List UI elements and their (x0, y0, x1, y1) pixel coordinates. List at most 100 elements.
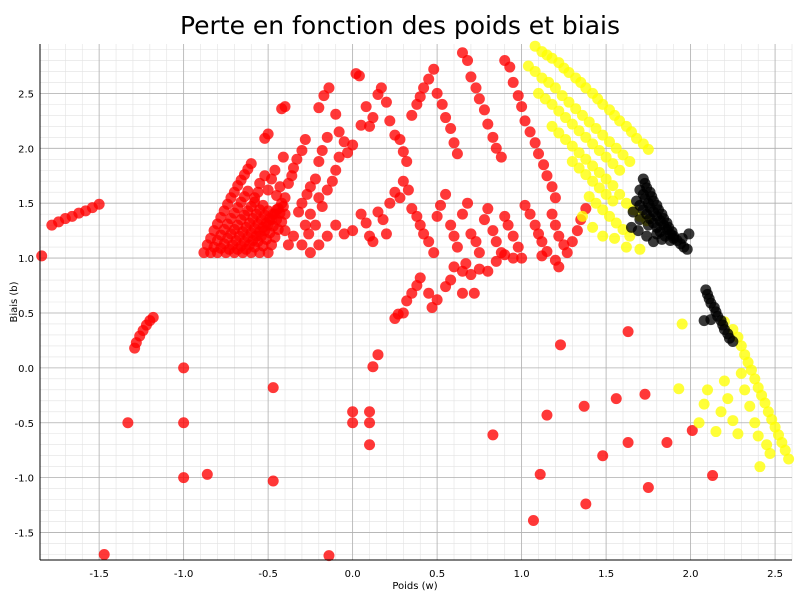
data-point (252, 186, 264, 198)
data-point (316, 200, 328, 212)
data-point (512, 241, 524, 253)
data-point (502, 219, 514, 231)
data-point (718, 375, 730, 387)
data-point (451, 241, 463, 253)
x-tick-labels: -1.5 -1.0 -0.5 0.0 0.5 1.0 1.5 2.0 2.5 (89, 569, 783, 580)
data-point (465, 71, 477, 83)
data-point (561, 247, 573, 259)
data-point (313, 155, 325, 167)
data-point (754, 461, 766, 473)
data-point (347, 139, 359, 151)
data-point (634, 243, 646, 255)
data-point (287, 230, 299, 242)
data-point (465, 269, 477, 281)
data-point (418, 82, 430, 94)
data-point (360, 101, 372, 113)
data-point (460, 258, 472, 270)
data-point (578, 400, 590, 412)
data-point (347, 417, 359, 429)
data-point (553, 230, 565, 242)
data-point (566, 155, 578, 167)
y-tick-label: -1.5 (14, 529, 34, 540)
data-point (296, 239, 308, 251)
data-point (303, 228, 315, 240)
data-point (639, 388, 651, 400)
data-point (693, 417, 705, 429)
data-point (642, 219, 654, 231)
data-point (313, 102, 325, 114)
data-point (499, 210, 511, 222)
data-point (583, 116, 595, 128)
data-point (715, 406, 727, 418)
data-point (617, 224, 629, 236)
data-point (647, 236, 659, 248)
data-point (279, 208, 291, 220)
data-point (435, 199, 447, 211)
data-point (323, 82, 335, 94)
data-point (402, 184, 414, 196)
data-point (546, 208, 558, 220)
data-point (676, 318, 688, 330)
data-point (553, 127, 565, 139)
data-point (607, 180, 619, 192)
y-tick-label: 0.5 (18, 309, 34, 320)
data-point (178, 417, 190, 429)
data-point (406, 109, 418, 121)
data-point (597, 204, 609, 216)
data-point (560, 112, 572, 124)
data-point (478, 214, 490, 226)
data-point (529, 137, 541, 149)
x-tick-label: 0.5 (429, 569, 445, 580)
data-point (473, 263, 485, 275)
data-point (609, 232, 621, 244)
data-point (529, 65, 541, 77)
data-point (287, 162, 299, 174)
data-point (752, 430, 764, 442)
data-point (732, 428, 744, 440)
data-point (727, 336, 739, 348)
data-point (360, 217, 372, 229)
data-point (587, 138, 599, 150)
data-point (583, 191, 595, 203)
data-point (624, 230, 636, 242)
data-point (394, 134, 406, 146)
data-point (597, 450, 609, 462)
data-point (279, 192, 291, 204)
x-tick-label: 1.0 (514, 569, 530, 580)
data-point (98, 549, 110, 561)
data-point (36, 250, 48, 262)
data-point (377, 214, 389, 226)
data-point (614, 188, 626, 200)
data-point (313, 192, 325, 204)
data-point (384, 197, 396, 209)
data-point (556, 90, 568, 102)
data-point (676, 232, 688, 244)
data-point (428, 247, 440, 259)
data-point (536, 236, 548, 248)
data-point (783, 453, 795, 465)
data-point (597, 129, 609, 141)
x-tick-label: 1.5 (598, 569, 614, 580)
data-point (482, 203, 494, 215)
data-point (642, 482, 654, 494)
data-point (282, 239, 294, 251)
data-points (36, 40, 795, 562)
data-point (448, 137, 460, 149)
data-point (686, 424, 698, 436)
data-point (147, 311, 159, 323)
data-point (519, 115, 531, 127)
data-point (587, 221, 599, 233)
series-1 (522, 40, 795, 473)
data-point (614, 164, 626, 176)
data-point (440, 188, 452, 200)
data-point (436, 98, 448, 110)
data-point (580, 498, 592, 510)
data-point (722, 393, 734, 405)
x-tick-label: -1.0 (174, 569, 194, 580)
data-point (622, 326, 634, 338)
data-point (744, 400, 756, 412)
data-point (524, 208, 536, 220)
data-point (495, 151, 507, 163)
y-tick-label: 2.5 (18, 89, 34, 100)
data-point (620, 241, 632, 253)
